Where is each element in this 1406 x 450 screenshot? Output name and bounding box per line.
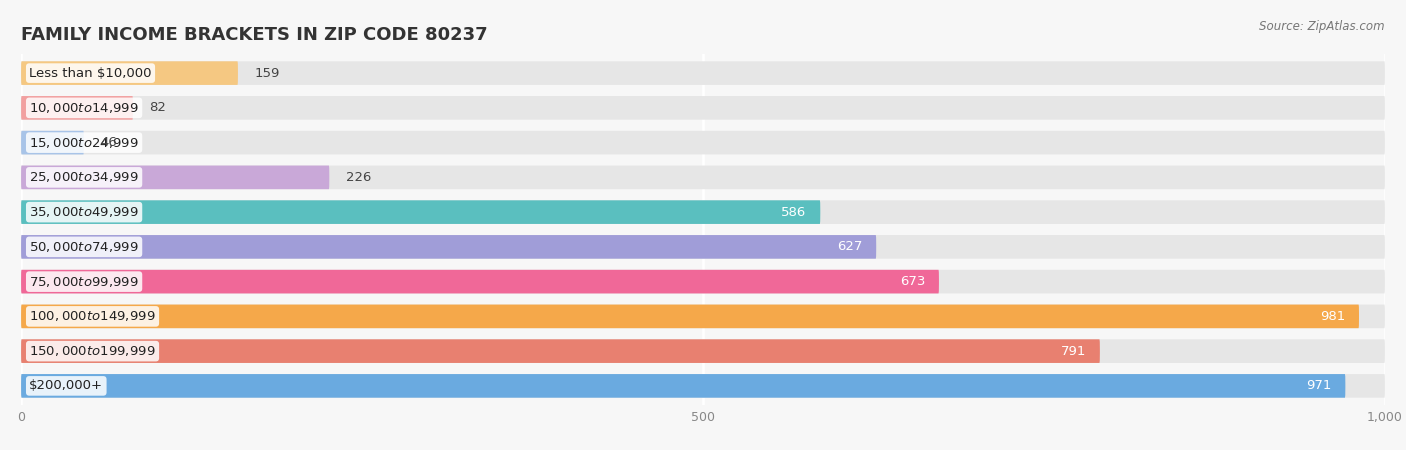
Text: FAMILY INCOME BRACKETS IN ZIP CODE 80237: FAMILY INCOME BRACKETS IN ZIP CODE 80237 (21, 26, 488, 44)
Text: $75,000 to $99,999: $75,000 to $99,999 (30, 274, 139, 288)
Text: $150,000 to $199,999: $150,000 to $199,999 (30, 344, 156, 358)
FancyBboxPatch shape (21, 200, 1385, 224)
FancyBboxPatch shape (21, 61, 238, 85)
Text: 971: 971 (1306, 379, 1331, 392)
FancyBboxPatch shape (21, 374, 1346, 398)
FancyBboxPatch shape (21, 200, 820, 224)
FancyBboxPatch shape (21, 166, 329, 189)
FancyBboxPatch shape (21, 96, 1385, 120)
Text: 159: 159 (254, 67, 280, 80)
FancyBboxPatch shape (21, 61, 1385, 85)
FancyBboxPatch shape (21, 339, 1385, 363)
Text: $200,000+: $200,000+ (30, 379, 103, 392)
FancyBboxPatch shape (21, 131, 1385, 154)
FancyBboxPatch shape (21, 305, 1385, 328)
FancyBboxPatch shape (21, 270, 939, 293)
Text: 791: 791 (1062, 345, 1087, 358)
FancyBboxPatch shape (21, 131, 84, 154)
FancyBboxPatch shape (21, 96, 134, 120)
Text: 226: 226 (346, 171, 371, 184)
Text: 586: 586 (782, 206, 807, 219)
Text: $100,000 to $149,999: $100,000 to $149,999 (30, 310, 156, 324)
FancyBboxPatch shape (21, 339, 1099, 363)
Text: 46: 46 (100, 136, 117, 149)
Text: $10,000 to $14,999: $10,000 to $14,999 (30, 101, 139, 115)
FancyBboxPatch shape (21, 270, 1385, 293)
Text: 981: 981 (1320, 310, 1346, 323)
FancyBboxPatch shape (21, 235, 876, 259)
Text: 82: 82 (149, 101, 166, 114)
FancyBboxPatch shape (21, 235, 1385, 259)
FancyBboxPatch shape (21, 305, 1360, 328)
Text: Source: ZipAtlas.com: Source: ZipAtlas.com (1260, 20, 1385, 33)
Text: $15,000 to $24,999: $15,000 to $24,999 (30, 135, 139, 149)
Text: $25,000 to $34,999: $25,000 to $34,999 (30, 171, 139, 184)
FancyBboxPatch shape (21, 374, 1385, 398)
Text: Less than $10,000: Less than $10,000 (30, 67, 152, 80)
Text: 627: 627 (837, 240, 862, 253)
FancyBboxPatch shape (21, 166, 1385, 189)
Text: $50,000 to $74,999: $50,000 to $74,999 (30, 240, 139, 254)
Text: 673: 673 (900, 275, 925, 288)
Text: $35,000 to $49,999: $35,000 to $49,999 (30, 205, 139, 219)
